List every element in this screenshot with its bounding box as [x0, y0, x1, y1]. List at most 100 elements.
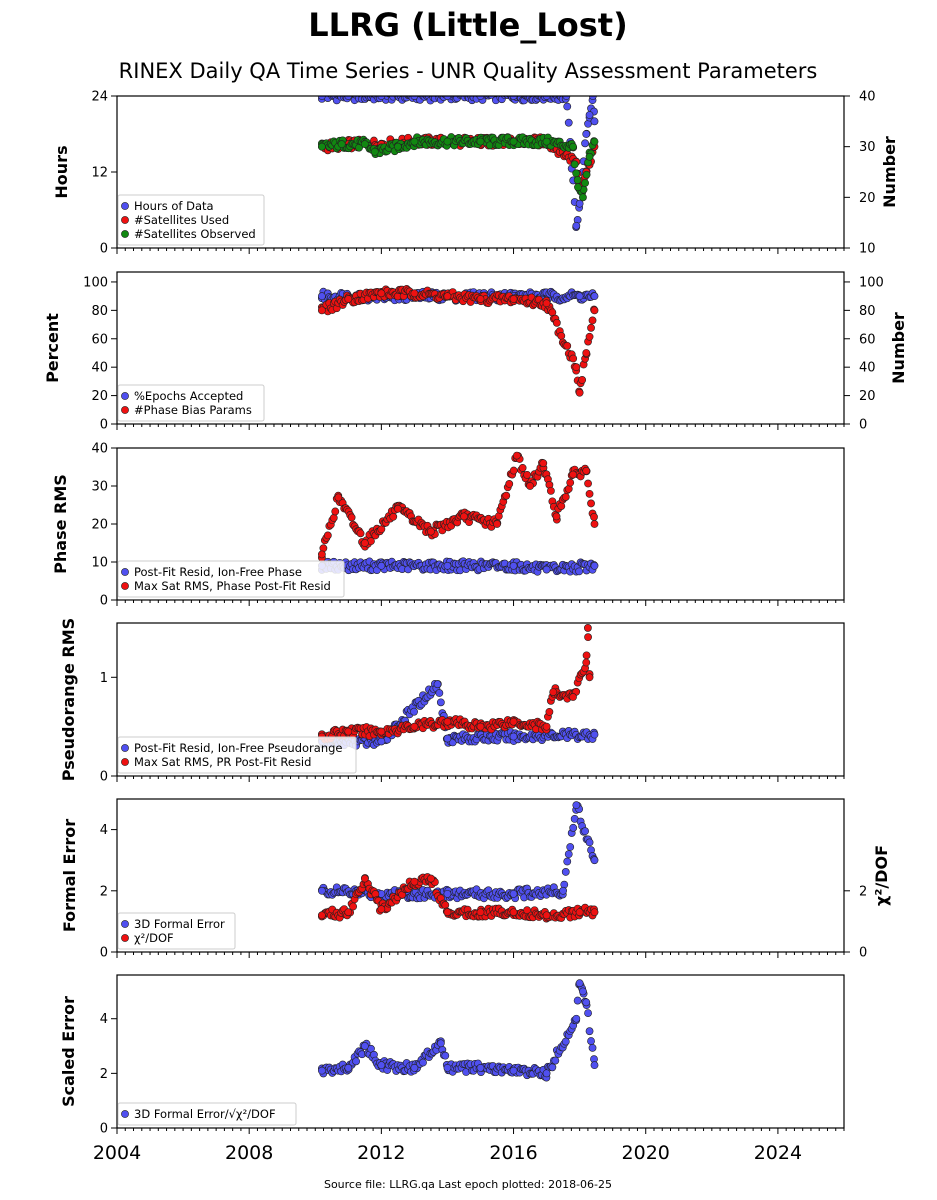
y-axis-label: Formal Error [60, 819, 79, 932]
data-point [585, 1027, 594, 1036]
data-point [590, 561, 599, 570]
data-point [588, 1043, 597, 1052]
data-point [575, 199, 584, 208]
data-point [419, 1058, 427, 1067]
data-point [575, 292, 584, 301]
data-point [549, 88, 556, 95]
x-tick-label: 2024 [754, 1142, 802, 1164]
y-right-tick-label: 100 [859, 275, 884, 290]
legend-label: 3D Formal Error [134, 917, 225, 931]
data-point [575, 388, 584, 397]
data-point [377, 561, 386, 570]
y-tick-label: 0 [100, 594, 108, 609]
data-point [557, 502, 566, 510]
series-2 [317, 873, 599, 923]
data-point [317, 911, 326, 920]
x-tick-label: 2016 [489, 1142, 537, 1164]
data-point [575, 567, 584, 576]
data-point [509, 908, 518, 917]
data-point [509, 561, 518, 570]
data-point [563, 857, 572, 866]
legend-box [117, 560, 345, 598]
data-point [585, 152, 594, 161]
data-point [585, 111, 594, 119]
data-point [317, 550, 326, 559]
legend-marker [121, 392, 129, 400]
data-point [539, 459, 548, 468]
data-point [590, 513, 598, 521]
x-tick-label: 2020 [622, 1142, 670, 1164]
data-point [561, 493, 570, 501]
data-point [574, 183, 582, 192]
data-point [455, 88, 462, 95]
data-point [434, 88, 441, 95]
y-tick-label: 60 [91, 332, 108, 347]
data-point [575, 979, 584, 988]
data-point [418, 88, 425, 95]
y-right-tick-label: 0 [859, 946, 867, 961]
data-point [370, 147, 379, 156]
data-point [443, 908, 452, 917]
data-point [587, 1037, 595, 1045]
data-point [590, 908, 599, 917]
legend-box [117, 736, 357, 774]
data-point [581, 179, 589, 187]
data-point [561, 1037, 570, 1046]
y-axis-label: Phase RMS [51, 474, 70, 574]
data-point [559, 886, 568, 895]
legend-label: χ²/DOF [134, 931, 174, 945]
data-point [564, 850, 573, 859]
y-tick-label: 2 [100, 884, 108, 899]
data-point [344, 1063, 353, 1072]
data-point [542, 565, 551, 574]
y-right-axis-label: Number [889, 312, 908, 384]
legend-marker [121, 920, 129, 928]
data-point [493, 96, 496, 97]
data-point [509, 732, 518, 741]
data-point [585, 838, 594, 847]
panel-3: 0 10 20 30 40 Phase RMS Post-Fit Resid, Ion-Fr… [51, 442, 845, 609]
legend-box [117, 1102, 297, 1126]
plot-area [317, 979, 599, 1082]
data-point [317, 886, 326, 895]
data-point [518, 463, 527, 472]
data-point [377, 727, 386, 736]
legend-label: Hours of Data [134, 199, 214, 213]
data-point [557, 331, 566, 340]
series-2 [317, 624, 594, 744]
y-axis-label: Pseudorange RMS [59, 618, 78, 781]
data-point [509, 137, 518, 146]
data-point [476, 295, 485, 303]
data-point [473, 96, 477, 97]
data-point [584, 479, 592, 488]
y-tick-label: 10 [91, 556, 108, 571]
y-right-tick-label: 20 [859, 191, 876, 206]
legend-marker [121, 230, 129, 238]
data-point [493, 520, 501, 528]
data-point [360, 874, 369, 883]
data-point [402, 96, 405, 97]
data-point [590, 856, 599, 865]
data-point [443, 292, 452, 301]
series-1 [317, 979, 599, 1082]
data-point [575, 908, 584, 917]
data-point [579, 987, 587, 996]
data-point [546, 486, 555, 495]
y-right-tick-label: 40 [859, 90, 876, 105]
data-point [380, 96, 386, 97]
data-point [582, 130, 591, 138]
data-point [476, 908, 485, 917]
data-point [443, 889, 452, 898]
data-point [542, 911, 551, 920]
legend: 3D Formal Error/√χ²/DOF [117, 1102, 297, 1126]
data-point [377, 905, 386, 914]
legend-label: Post-Fit Resid, Ion-Free Phase [134, 565, 302, 579]
data-point [563, 341, 572, 350]
data-point [590, 1061, 599, 1070]
data-point [349, 96, 354, 97]
y-tick-label: 0 [100, 418, 108, 433]
data-point [502, 491, 511, 500]
data-point [569, 142, 577, 151]
